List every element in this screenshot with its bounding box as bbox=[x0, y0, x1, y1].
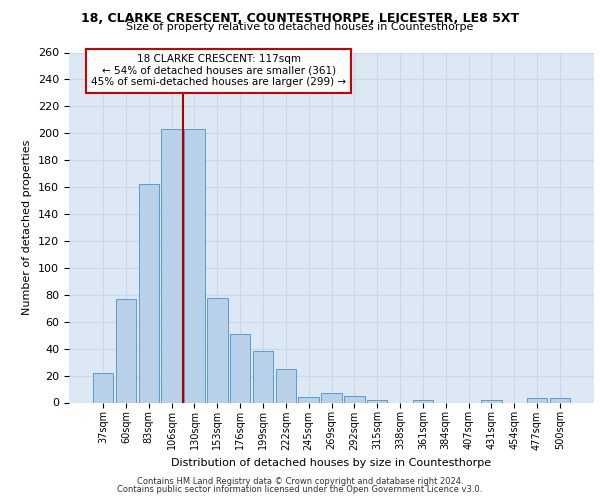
Bar bbox=[344, 396, 365, 402]
Bar bbox=[161, 129, 182, 402]
Bar bbox=[413, 400, 433, 402]
Bar bbox=[321, 393, 342, 402]
Text: Contains HM Land Registry data © Crown copyright and database right 2024.: Contains HM Land Registry data © Crown c… bbox=[137, 477, 463, 486]
Bar bbox=[550, 398, 570, 402]
Text: 18 CLARKE CRESCENT: 117sqm
← 54% of detached houses are smaller (361)
45% of sem: 18 CLARKE CRESCENT: 117sqm ← 54% of deta… bbox=[91, 54, 346, 88]
Bar bbox=[298, 397, 319, 402]
Bar bbox=[481, 400, 502, 402]
Y-axis label: Number of detached properties: Number of detached properties bbox=[22, 140, 32, 315]
Text: Contains public sector information licensed under the Open Government Licence v3: Contains public sector information licen… bbox=[118, 485, 482, 494]
Bar bbox=[527, 398, 547, 402]
X-axis label: Distribution of detached houses by size in Countesthorpe: Distribution of detached houses by size … bbox=[172, 458, 491, 468]
Bar bbox=[93, 373, 113, 402]
Bar bbox=[139, 184, 159, 402]
Bar bbox=[253, 352, 273, 403]
Bar bbox=[367, 400, 388, 402]
Text: 18, CLARKE CRESCENT, COUNTESTHORPE, LEICESTER, LE8 5XT: 18, CLARKE CRESCENT, COUNTESTHORPE, LEIC… bbox=[81, 12, 519, 26]
Bar bbox=[116, 299, 136, 403]
Bar bbox=[275, 369, 296, 402]
Bar bbox=[184, 129, 205, 402]
Text: Size of property relative to detached houses in Countesthorpe: Size of property relative to detached ho… bbox=[127, 22, 473, 32]
Bar bbox=[230, 334, 250, 402]
Bar bbox=[207, 298, 227, 403]
